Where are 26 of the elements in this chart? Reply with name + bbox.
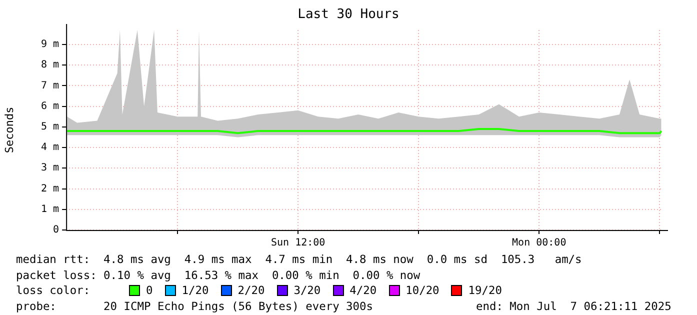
legend-label: 1/20 [182, 283, 209, 298]
text: packet loss: 0.10 % avg 16.53 % max 0.00 % min 0.00 % now [16, 268, 422, 283]
legend-label: 2/20 [238, 283, 265, 298]
text: end: Mon Jul 7 06:21:11 2025 [476, 298, 672, 314]
y-tick-label: 6 m [41, 100, 60, 112]
x-tick-label: Sun 12:00 [270, 238, 326, 249]
y-tick-label: 3 m [41, 162, 60, 174]
legend-label: 0 [146, 283, 153, 298]
legend-label: 4/20 [350, 283, 377, 298]
legend-label: 10/20 [406, 283, 440, 298]
x-tick-label: Mon 00:00 [512, 238, 566, 249]
y-tick-label: 7 m [41, 80, 60, 92]
text: probe: 20 ICMP Echo Pings (56 Bytes) every 300s [16, 298, 374, 314]
legend-label: 19/20 [468, 283, 502, 298]
legend-title: loss color: [16, 283, 92, 298]
y-tick-label: 2 m [41, 183, 60, 194]
y-tick-label: 5 m [41, 122, 60, 132]
chart-title: Last 30 Hours [298, 7, 400, 22]
y-tick-label: 9 m [41, 39, 60, 50]
y-axis-title: Seconds [3, 106, 16, 154]
text: median rtt: 4.8 ms avg 4.9 ms max 4.7 ms min 4.8 ms now 0.0 ms sd 105.3 am/s [16, 252, 583, 268]
y-tick-label: 1 m [41, 204, 60, 215]
y-tick-label: 0 [53, 224, 60, 236]
y-tick-label: 4 m [41, 142, 60, 154]
y-tick-label: 8 m [41, 60, 60, 71]
legend-label: 3/20 [294, 283, 321, 298]
